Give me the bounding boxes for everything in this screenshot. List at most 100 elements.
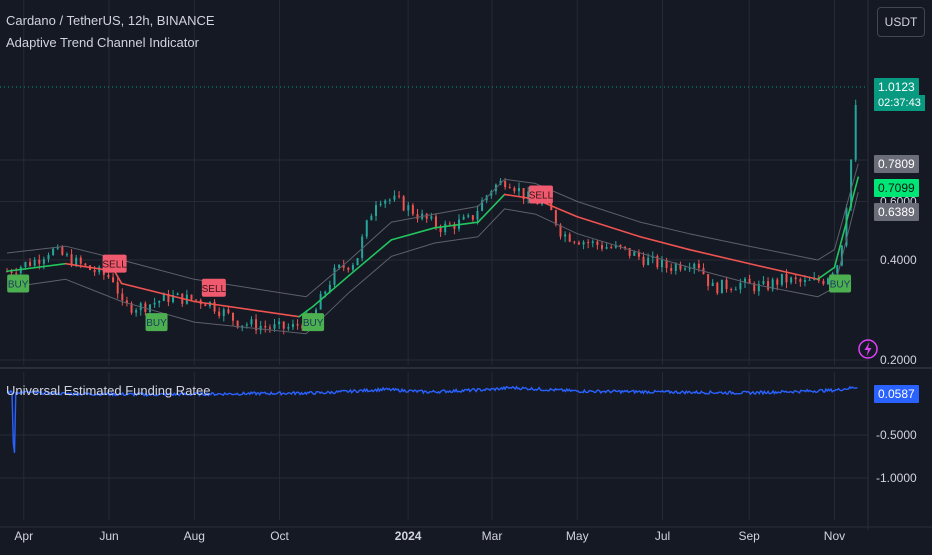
candle-body <box>688 268 691 270</box>
candle-body <box>674 264 677 271</box>
symbol-title[interactable]: Cardano / TetherUS, 12h, BINANCE <box>6 13 215 28</box>
candle-body <box>282 321 285 329</box>
candle-body <box>619 244 622 247</box>
buy-signal-label[interactable] <box>302 313 325 332</box>
candle-body <box>365 220 368 237</box>
candle-body <box>338 265 341 268</box>
candle-body <box>517 187 520 192</box>
funding-indicator-title[interactable]: Universal Estimated Funding Ratee <box>6 383 211 398</box>
candle-body <box>808 279 811 281</box>
candle-body <box>850 159 853 208</box>
candle-body <box>319 293 322 310</box>
candle-body <box>591 241 594 243</box>
candle-body <box>822 280 825 285</box>
candle-body <box>564 234 567 237</box>
candle-body <box>70 254 73 266</box>
indicator-title[interactable]: Adaptive Trend Channel Indicator <box>6 35 199 50</box>
trend-line-segment <box>748 262 819 281</box>
candle-body <box>554 210 557 225</box>
candle-body <box>402 196 405 211</box>
candle-body <box>24 262 27 267</box>
currency-button[interactable]: USDT <box>877 7 925 37</box>
candle-body <box>172 295 175 303</box>
candle-body <box>61 246 64 255</box>
candle-body <box>767 281 770 290</box>
candle-body <box>628 247 631 256</box>
trend-line-segment <box>193 300 300 318</box>
candle-body <box>647 257 650 265</box>
candle-body <box>158 300 161 303</box>
candle-body <box>135 310 138 313</box>
candle-body <box>351 265 354 270</box>
candle-body <box>153 302 156 305</box>
candle-body <box>84 263 87 266</box>
candle-body <box>827 278 830 285</box>
candle-body <box>471 215 474 220</box>
candle-body <box>121 293 124 301</box>
price-axis-label: 0.4000 <box>880 253 917 267</box>
candle-body <box>195 299 198 301</box>
trend-line-segment <box>120 282 196 303</box>
candle-body <box>250 319 253 325</box>
candle-body <box>734 289 737 291</box>
lower-band-line <box>6 192 859 335</box>
candle-body <box>384 200 387 204</box>
candle-body <box>587 241 590 243</box>
sell-signal-label[interactable] <box>201 278 226 297</box>
candle-body <box>568 234 571 242</box>
candle-body <box>388 199 391 201</box>
time-axis-label: 2024 <box>395 529 422 543</box>
candle-body <box>757 283 760 292</box>
candle-body <box>739 282 742 290</box>
time-axis-label: Oct <box>270 529 289 543</box>
trend-line-segment <box>298 305 314 318</box>
bar-countdown: 02:37:43 <box>874 95 925 111</box>
candle-body <box>10 271 13 273</box>
candle-body <box>98 267 101 273</box>
candle-body <box>508 187 511 189</box>
candle-body <box>771 279 774 290</box>
candle-body <box>614 244 617 248</box>
candle-body <box>481 200 484 211</box>
trend-line-segment <box>576 215 641 238</box>
funding-axis-label: -1.0000 <box>876 471 917 485</box>
sell-signal-label[interactable] <box>102 254 127 273</box>
buy-signal-text: BUY <box>303 318 324 329</box>
candle-body <box>670 267 673 271</box>
lightning-icon[interactable] <box>858 339 878 359</box>
time-axis-label: Jul <box>655 529 670 543</box>
time-axis-label: Aug <box>184 529 205 543</box>
upper-band-tag: 0.7809 <box>874 155 919 173</box>
candle-body <box>361 236 364 259</box>
candle-body <box>448 223 451 225</box>
candle-body <box>513 188 516 192</box>
buy-signal-label[interactable] <box>7 274 30 293</box>
candle-body <box>642 256 645 265</box>
candle-body <box>264 326 267 328</box>
candle-body <box>624 246 627 248</box>
candle-body <box>398 195 401 197</box>
buy-signal-label[interactable] <box>145 313 168 332</box>
candle-body <box>845 207 848 246</box>
candle-body <box>356 258 359 266</box>
candle-body <box>255 319 258 331</box>
buy-signal-text: BUY <box>8 279 29 290</box>
candle-body <box>559 224 562 237</box>
candle-body <box>374 205 377 216</box>
trend-line-segment <box>433 221 479 229</box>
sell-signal-text: SELL <box>202 284 227 295</box>
candle-body <box>582 241 585 245</box>
buy-signal-label[interactable] <box>829 274 852 293</box>
candle-body <box>315 309 318 316</box>
candle-body <box>716 282 719 294</box>
candle-body <box>125 300 128 304</box>
candle-body <box>840 245 843 266</box>
sell-signal-label[interactable] <box>528 185 553 204</box>
candle-body <box>245 324 248 326</box>
candle-body <box>75 257 78 266</box>
candle-body <box>393 195 396 200</box>
candle-body <box>504 180 507 188</box>
candle-body <box>278 321 281 325</box>
